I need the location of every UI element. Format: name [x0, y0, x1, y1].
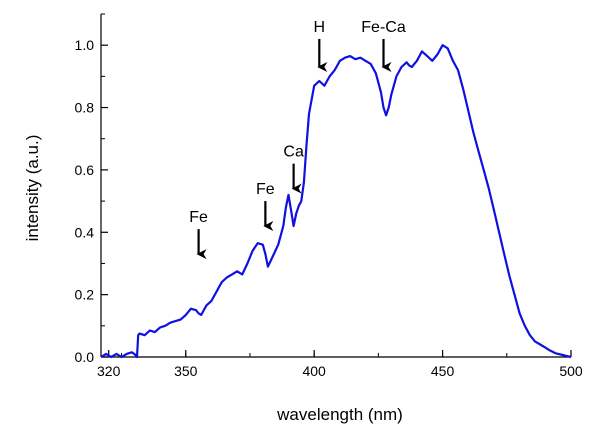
y-tick-label: 0.2 — [75, 287, 95, 303]
y-axis-title: intensity (a.u.) — [23, 135, 42, 242]
x-tick-label: 500 — [559, 363, 583, 379]
annotation-label: Fe — [256, 181, 275, 198]
y-tick-label: 0.6 — [75, 162, 95, 178]
y-tick-label: 0.0 — [75, 349, 95, 365]
y-tick-label: 1.0 — [75, 37, 95, 53]
y-axis-ticks: 0.0 0.2 0.4 0.6 0.8 1.0 — [75, 13, 108, 365]
x-tick-label: 450 — [431, 363, 455, 379]
x-tick-label: 400 — [302, 363, 326, 379]
x-tick-label: 320 — [97, 363, 121, 379]
x-axis-ticks: 320 350 400 450 500 — [97, 350, 583, 379]
annotation-label: H — [314, 19, 326, 36]
annotation-label: Ca — [283, 144, 304, 161]
annotation-label: Fe — [189, 209, 208, 226]
annotation-layer: Fe Fe Ca H Fe-Ca — [189, 19, 406, 260]
spectrum-line — [100, 44, 572, 359]
y-tick-label: 0.4 — [75, 224, 95, 240]
x-tick-label: 350 — [174, 363, 198, 379]
y-tick-label: 0.8 — [75, 100, 95, 116]
annotation-label: Fe-Ca — [361, 19, 406, 36]
x-axis-title: wavelength (nm) — [276, 405, 403, 424]
series-layer — [100, 44, 572, 359]
plot-frame — [100, 14, 571, 358]
